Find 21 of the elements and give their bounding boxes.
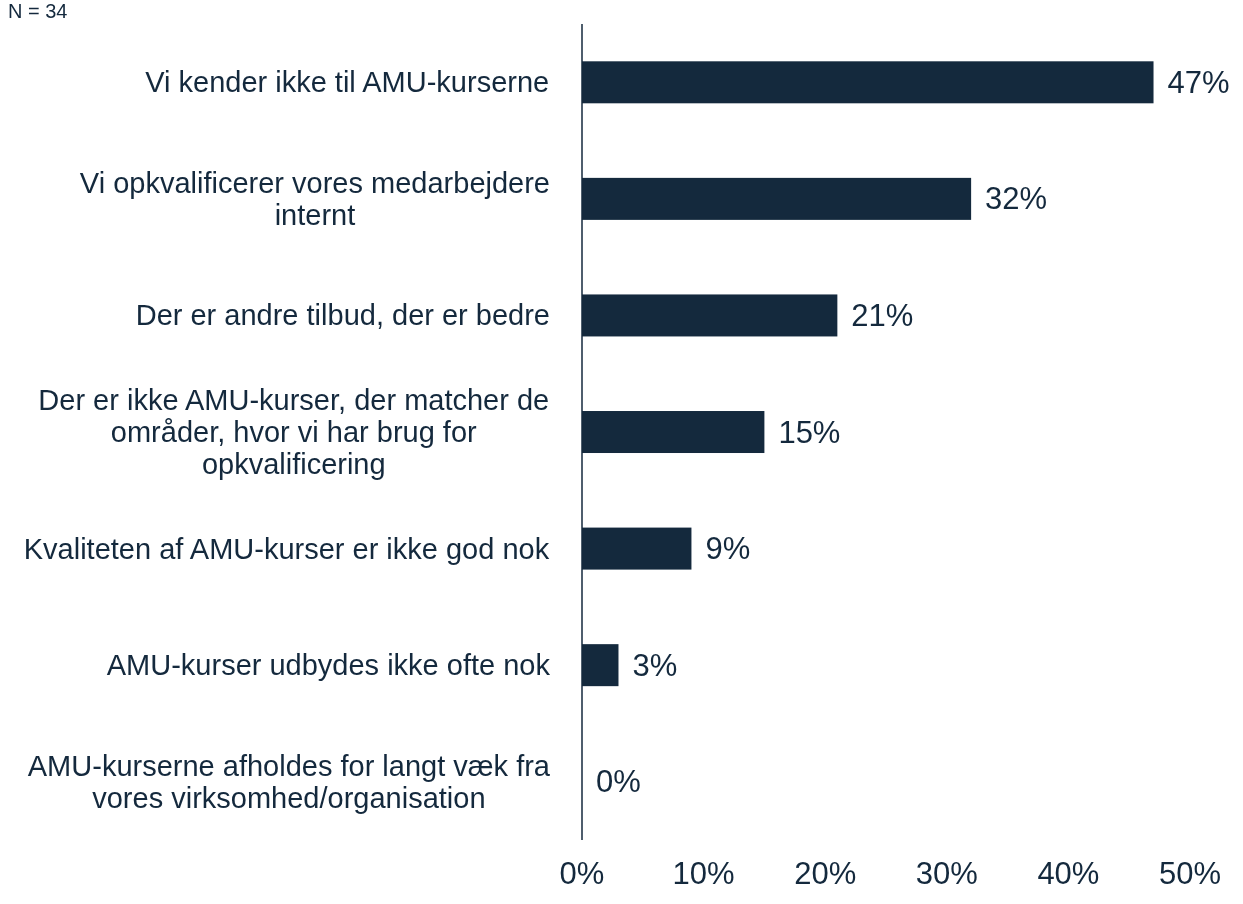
data-label: 32% (985, 181, 1048, 217)
x-tick-label: 40% (1037, 856, 1100, 892)
data-label: 0% (596, 764, 641, 800)
data-label: 21% (851, 297, 914, 333)
x-tick-label: 20% (794, 856, 857, 892)
y-tick-label: Vi opkvalificerer vores medarbejdere internt (79, 166, 550, 231)
y-tick-label: Der er ikke AMU-kurser, der matcher de områder, hvor vi har brug for opkvalificering (38, 384, 550, 480)
y-tick-label: Vi kender ikke til AMU-kurserne (145, 66, 550, 99)
data-label: 9% (705, 531, 751, 567)
y-tick-label: Der er andre tilbud, der er bedre (135, 299, 551, 332)
y-tick-label: AMU-kurser udbydes ikke ofte nok (106, 649, 551, 682)
x-tick-label: 30% (915, 856, 978, 892)
y-tick-label: Kvaliteten af AMU-kurser er ikke god nok (23, 532, 550, 565)
x-tick-label: 10% (672, 856, 735, 892)
data-label: 15% (778, 414, 841, 450)
text: N = 34 (8, 0, 68, 23)
x-tick-label: 0% (559, 856, 605, 892)
y-tick-label: AMU-kurserne afholdes for langt væk fra vores virksomhed/organisation (27, 749, 551, 814)
data-label: 3% (632, 647, 678, 683)
x-tick-label: 50% (1158, 856, 1222, 892)
data-label: 47% (1167, 64, 1230, 100)
